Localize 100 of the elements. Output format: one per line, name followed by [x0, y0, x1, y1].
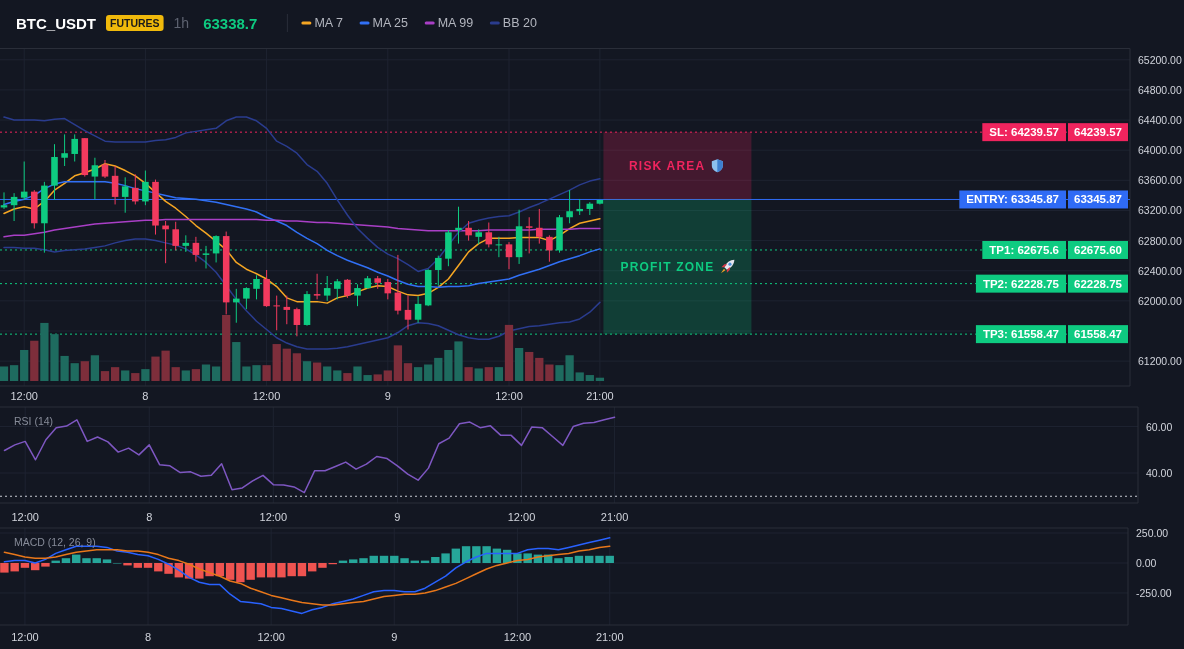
bar [349, 559, 358, 563]
candlestick [394, 254, 402, 315]
bar [369, 555, 378, 563]
candlestick [485, 222, 493, 248]
candlestick [243, 286, 250, 310]
y-tick-label: -250.00 [1136, 587, 1172, 599]
bar [400, 558, 409, 563]
candlestick [101, 159, 109, 179]
text: PROFIT ZONE [620, 259, 715, 274]
candlestick [91, 157, 99, 200]
candlestick [313, 273, 321, 300]
ref-line-label: ENTRY: 63345.87 [966, 193, 1059, 206]
bar [393, 345, 403, 381]
bar [211, 366, 221, 381]
bar [20, 349, 29, 381]
bar [585, 375, 594, 381]
x-tick-label: 12:00 [507, 511, 536, 523]
bar [514, 348, 524, 381]
ref-line-label: TP1: 62675.6 [989, 243, 1059, 256]
candlestick [132, 173, 139, 205]
candlestick [414, 295, 422, 324]
y-tick-label: 40.00 [1146, 467, 1173, 480]
bar [474, 368, 483, 381]
x-tick-label: 21:00 [600, 511, 629, 523]
bar [72, 554, 81, 563]
bar [379, 555, 389, 563]
legend-label: MA 7 [314, 16, 343, 30]
ref-line-label: SL: 64239.57 [989, 126, 1059, 139]
bar [262, 365, 271, 381]
line-series [3, 416, 616, 494]
y-tick-label: 61200.00 [1138, 355, 1182, 368]
bar [424, 364, 433, 381]
annotation: 62228.75 [1074, 277, 1123, 290]
bar [0, 366, 9, 381]
bar [256, 563, 266, 578]
text: FUTURES [110, 17, 160, 29]
bar [141, 369, 150, 381]
bar [201, 364, 211, 381]
bar [9, 365, 19, 381]
bar [272, 344, 281, 381]
candlestick [142, 170, 149, 206]
bar [302, 361, 312, 381]
bar [191, 369, 201, 381]
bar [80, 361, 89, 381]
candlestick [354, 283, 361, 307]
y-tick-label: 64800.00 [1138, 83, 1182, 96]
x-tick-label: 9 [384, 390, 391, 402]
bar [333, 370, 342, 381]
bar [383, 370, 392, 381]
bar [100, 371, 110, 381]
bar [102, 559, 112, 563]
y-tick-label: 0.00 [1136, 557, 1157, 569]
x-tick-label: 12:00 [495, 390, 523, 402]
bar [282, 348, 291, 381]
bar [504, 324, 514, 381]
x-tick-label: 8 [146, 511, 153, 523]
x-tick-label: 12:00 [11, 511, 39, 523]
text: MACD (12, 26, 9) [14, 536, 96, 548]
bar [373, 374, 382, 381]
candlestick [525, 216, 533, 254]
ref-line-label: TP2: 62228.75 [982, 277, 1060, 290]
annotation: 62675.60 [1074, 243, 1122, 256]
line-series [3, 116, 601, 273]
bar [82, 558, 91, 563]
bar [41, 563, 50, 567]
line-series [3, 537, 611, 615]
bar [464, 367, 473, 381]
x-tick-label: 8 [142, 390, 149, 402]
bar [312, 362, 322, 381]
bar [494, 367, 504, 381]
candlestick [505, 241, 513, 270]
y-tick-label: 62000.00 [1138, 294, 1182, 307]
bar [232, 342, 241, 381]
bar [297, 563, 307, 577]
bar [61, 558, 71, 563]
candlestick [172, 221, 179, 251]
bar [225, 563, 235, 580]
bar [413, 367, 423, 381]
y-tick-label: 63600.00 [1138, 174, 1182, 187]
bar [181, 370, 190, 381]
x-tick-label: 9 [391, 631, 398, 643]
x-tick-label: 21:00 [595, 631, 624, 643]
bar [535, 357, 544, 381]
bar [545, 364, 554, 381]
bar [51, 560, 60, 563]
bar [307, 563, 317, 572]
chart-title: BTC_USDT [16, 14, 97, 32]
candlestick [566, 189, 573, 224]
candlestick [536, 208, 543, 245]
x-tick-label: 12:00 [252, 390, 281, 402]
bar [585, 555, 594, 563]
bar [70, 363, 79, 381]
legend-label: MA 99 [437, 16, 474, 30]
bar [318, 563, 327, 568]
bar [605, 555, 614, 563]
bar [451, 548, 461, 563]
x-tick-label: 12:00 [11, 631, 39, 643]
legend-label: BB 20 [502, 16, 537, 30]
bar [359, 558, 368, 563]
y-tick-label: 64400.00 [1138, 114, 1182, 127]
